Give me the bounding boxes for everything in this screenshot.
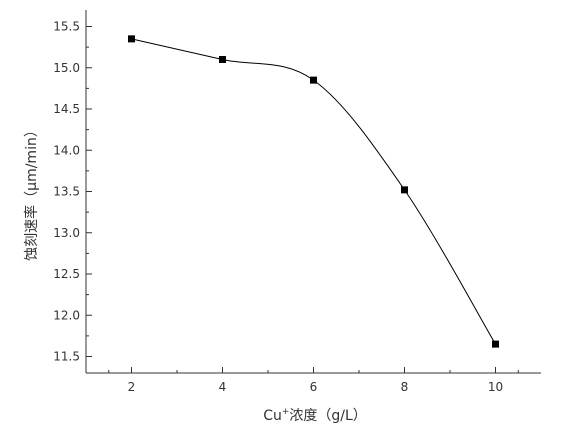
x-tick-label: 6 <box>310 380 318 394</box>
y-tick-label: 13.0 <box>53 226 80 240</box>
y-tick-label: 12.5 <box>53 267 80 281</box>
x-tick-label: 10 <box>488 380 503 394</box>
axes <box>85 10 541 374</box>
y-tick-label: 11.5 <box>53 350 80 364</box>
y-tick-label: 14.5 <box>53 102 80 116</box>
x-tick-label: 2 <box>128 380 136 394</box>
y-tick-label: 14.0 <box>53 143 80 157</box>
data-point <box>492 340 499 348</box>
y-tick-label: 13.5 <box>53 185 80 199</box>
data-point <box>310 76 317 84</box>
x-tick-label: 8 <box>401 380 409 394</box>
x-tick-label: 4 <box>219 380 227 394</box>
data-point <box>219 56 226 63</box>
y-axis-title: 蚀刻速率（μm/min） <box>23 123 40 261</box>
data-point <box>401 186 408 194</box>
y-tick-label: 12.0 <box>53 308 80 322</box>
x-ticks: 2 4 6 8 10 <box>108 367 519 394</box>
x-axis-title: Cu+浓度（g/L） <box>263 407 367 424</box>
data-points <box>128 35 499 348</box>
y-tick-label: 15.5 <box>53 20 80 34</box>
series-line <box>131 38 496 345</box>
y-ticks: 11.5 12.0 12.5 13.0 13.5 14.0 14.5 15.0 15.5 <box>53 20 92 364</box>
y-tick-label: 15.0 <box>53 61 80 75</box>
data-point <box>128 35 135 43</box>
